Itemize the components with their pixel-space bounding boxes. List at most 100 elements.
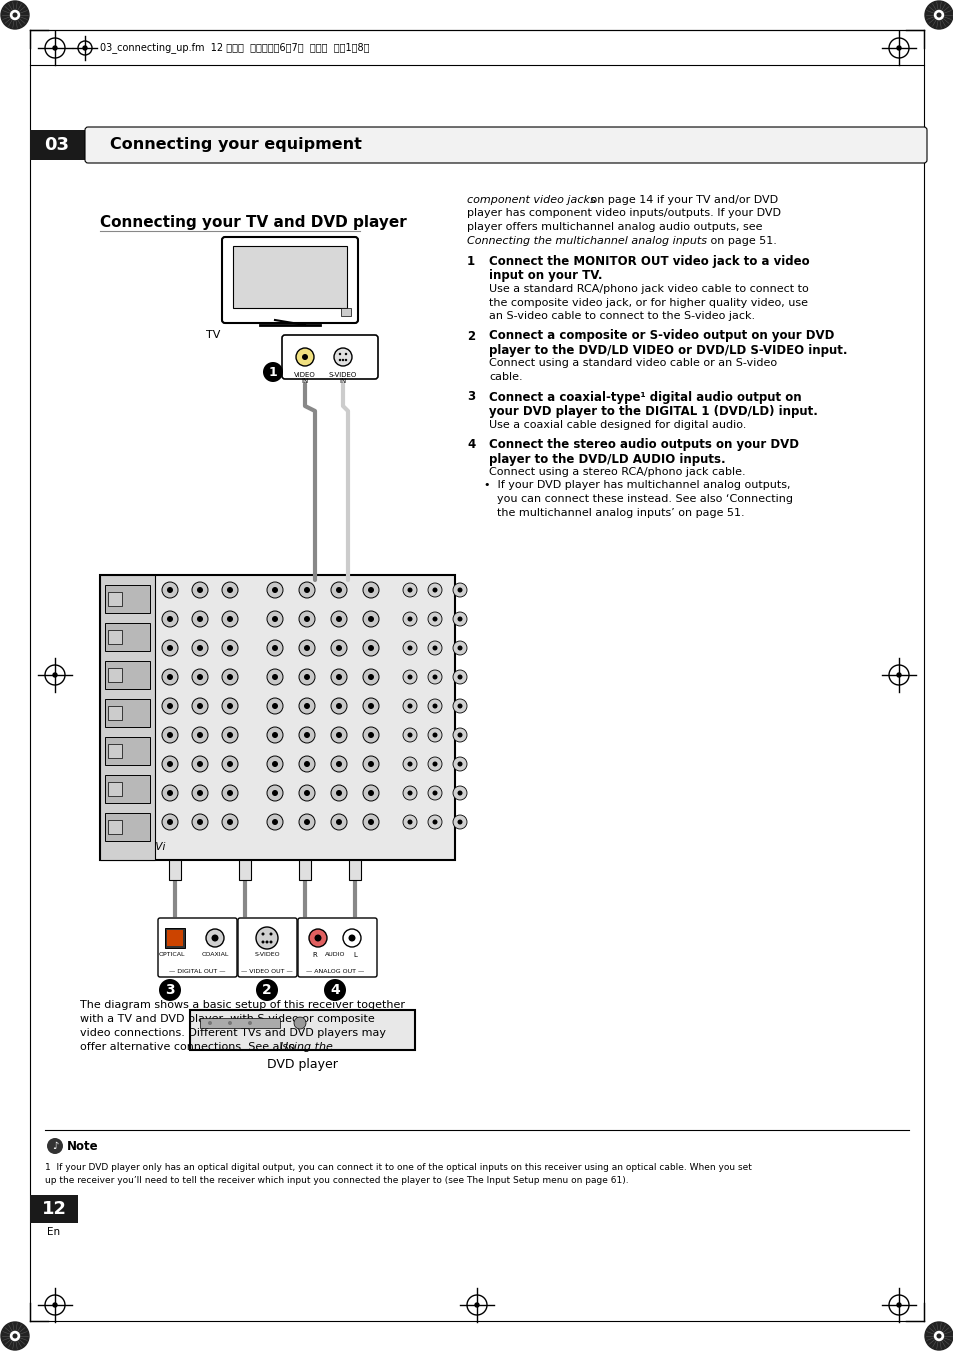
Circle shape [1, 1, 29, 28]
Bar [105, 775, 150, 802]
Text: S-VIDEO: S-VIDEO [253, 952, 279, 957]
Circle shape [402, 670, 416, 684]
Circle shape [402, 757, 416, 771]
Bar [108, 667, 122, 682]
Text: IN: IN [339, 378, 346, 384]
Circle shape [267, 640, 283, 657]
Circle shape [298, 815, 314, 830]
Circle shape [432, 588, 437, 593]
Text: COAXIAL: COAXIAL [201, 952, 229, 957]
Circle shape [432, 762, 437, 766]
Circle shape [295, 349, 314, 366]
Text: DVD player: DVD player [267, 1058, 337, 1071]
Text: 3: 3 [165, 984, 174, 997]
Circle shape [363, 611, 378, 627]
Circle shape [228, 1021, 232, 1025]
Circle shape [222, 727, 237, 743]
Circle shape [196, 674, 203, 680]
Circle shape [402, 728, 416, 742]
Text: Connect using a stereo RCA/phono jack cable.: Connect using a stereo RCA/phono jack ca… [489, 467, 745, 477]
Circle shape [222, 785, 237, 801]
Circle shape [368, 819, 374, 825]
Circle shape [363, 582, 378, 598]
Text: 1: 1 [467, 255, 475, 267]
Circle shape [428, 640, 441, 655]
Circle shape [341, 359, 344, 361]
Circle shape [334, 349, 352, 366]
Circle shape [162, 611, 178, 627]
Circle shape [298, 640, 314, 657]
Bar [105, 585, 150, 613]
Circle shape [432, 674, 437, 680]
Text: The diagram shows a basic setup of this receiver together: The diagram shows a basic setup of this … [80, 1000, 405, 1011]
Circle shape [432, 732, 437, 738]
Circle shape [368, 586, 374, 593]
Circle shape [457, 732, 462, 738]
Text: video connections. Different TVs and DVD players may: video connections. Different TVs and DVD… [80, 1028, 386, 1038]
Circle shape [267, 815, 283, 830]
Text: player to the DVD/LD AUDIO inputs.: player to the DVD/LD AUDIO inputs. [489, 453, 725, 466]
Text: 3: 3 [467, 390, 475, 404]
Circle shape [363, 757, 378, 771]
Circle shape [457, 762, 462, 766]
Bar [108, 782, 122, 796]
Circle shape [162, 582, 178, 598]
Text: Connecting your equipment: Connecting your equipment [110, 138, 361, 153]
Circle shape [298, 785, 314, 801]
Text: input on your TV.: input on your TV. [489, 269, 602, 282]
Circle shape [309, 929, 327, 947]
Text: OPTICAL: OPTICAL [158, 952, 185, 957]
Circle shape [298, 727, 314, 743]
Circle shape [457, 790, 462, 796]
Circle shape [457, 704, 462, 708]
Text: 1: 1 [269, 366, 277, 378]
Text: player offers multichannel analog audio outputs, see: player offers multichannel analog audio … [467, 222, 761, 232]
Circle shape [402, 584, 416, 597]
FancyBboxPatch shape [237, 917, 296, 977]
Circle shape [453, 728, 467, 742]
Circle shape [272, 586, 277, 593]
Circle shape [335, 703, 341, 709]
FancyBboxPatch shape [85, 127, 926, 163]
Circle shape [222, 611, 237, 627]
Text: on page 14 if your TV and/or DVD: on page 14 if your TV and/or DVD [586, 195, 778, 205]
Text: cable.: cable. [489, 372, 522, 382]
Text: AUDIO: AUDIO [324, 952, 345, 957]
Circle shape [298, 669, 314, 685]
Circle shape [343, 929, 360, 947]
Bar [108, 820, 122, 834]
Circle shape [212, 935, 218, 942]
Circle shape [272, 819, 277, 825]
Circle shape [432, 820, 437, 824]
Circle shape [304, 703, 310, 709]
Circle shape [331, 669, 347, 685]
Bar [190, 1011, 415, 1050]
Circle shape [428, 728, 441, 742]
Circle shape [407, 646, 412, 650]
Circle shape [304, 674, 310, 680]
Text: 03_connecting_up.fm  12 ページ  ２００５年6月7日  火曜日  午後1晎8分: 03_connecting_up.fm 12 ページ ２００５年6月7日 火曜日… [100, 42, 369, 54]
Circle shape [407, 732, 412, 738]
Circle shape [363, 727, 378, 743]
FancyBboxPatch shape [158, 917, 236, 977]
Circle shape [269, 940, 273, 943]
Text: — ANALOG OUT —: — ANALOG OUT — [306, 969, 364, 974]
Circle shape [294, 1017, 306, 1029]
Circle shape [162, 727, 178, 743]
Circle shape [196, 761, 203, 767]
Circle shape [192, 785, 208, 801]
Circle shape [453, 612, 467, 626]
Circle shape [363, 698, 378, 713]
Circle shape [227, 761, 233, 767]
Circle shape [13, 1335, 17, 1337]
Circle shape [267, 582, 283, 598]
Circle shape [167, 644, 172, 651]
Circle shape [272, 703, 277, 709]
Circle shape [192, 757, 208, 771]
Circle shape [428, 612, 441, 626]
Circle shape [896, 1302, 900, 1306]
Circle shape [192, 611, 208, 627]
Circle shape [407, 820, 412, 824]
Bar [100, 576, 455, 861]
Circle shape [335, 819, 341, 825]
